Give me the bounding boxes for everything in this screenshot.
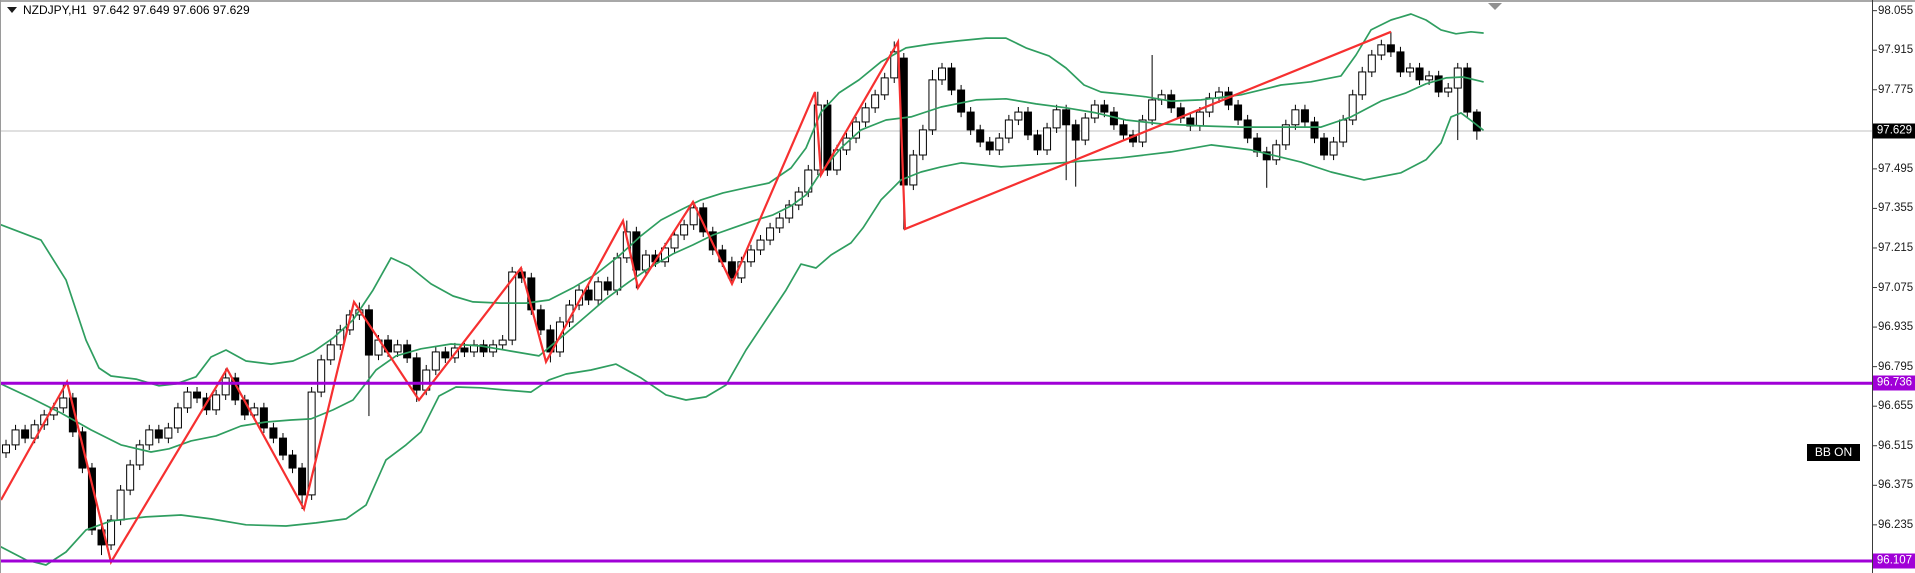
chevron-down-icon[interactable]	[7, 7, 17, 13]
bb-toggle-button[interactable]: BB ON	[1807, 444, 1860, 461]
current-price-badge: 97.629	[1873, 123, 1915, 139]
axis-tick-label: 97.215	[1878, 241, 1914, 254]
axis-tick-label: 96.515	[1878, 439, 1914, 452]
axis-tick-label: 97.355	[1878, 202, 1914, 215]
axis-tick-label: 96.655	[1878, 400, 1914, 413]
symbol-ohlc-values: 97.642 97.649 97.606 97.629	[92, 3, 250, 17]
axis-tick-label: 98.055	[1878, 4, 1914, 17]
axis-tick-label: 97.915	[1878, 44, 1914, 57]
axis-tick-label: 97.075	[1878, 281, 1914, 294]
hline-price-badge-lower: 96.107	[1873, 553, 1915, 569]
hline-price-badge-upper: 96.736	[1873, 375, 1915, 391]
chart-shift-marker-icon[interactable]	[1488, 3, 1502, 10]
axis-tick-label: 96.375	[1878, 479, 1914, 492]
symbol-name: NZDJPY,H1	[23, 3, 87, 17]
axis-tick-label: 97.495	[1878, 162, 1914, 175]
axis-tick-label: 96.795	[1878, 360, 1914, 373]
symbol-title: NZDJPY,H1 97.642 97.649 97.606 97.629	[7, 3, 250, 17]
window-top-border	[1, 0, 1915, 2]
axis-tick-label: 96.935	[1878, 321, 1914, 334]
axis-tick-label: 97.775	[1878, 83, 1914, 96]
axis-tick-label: 96.235	[1878, 518, 1914, 531]
